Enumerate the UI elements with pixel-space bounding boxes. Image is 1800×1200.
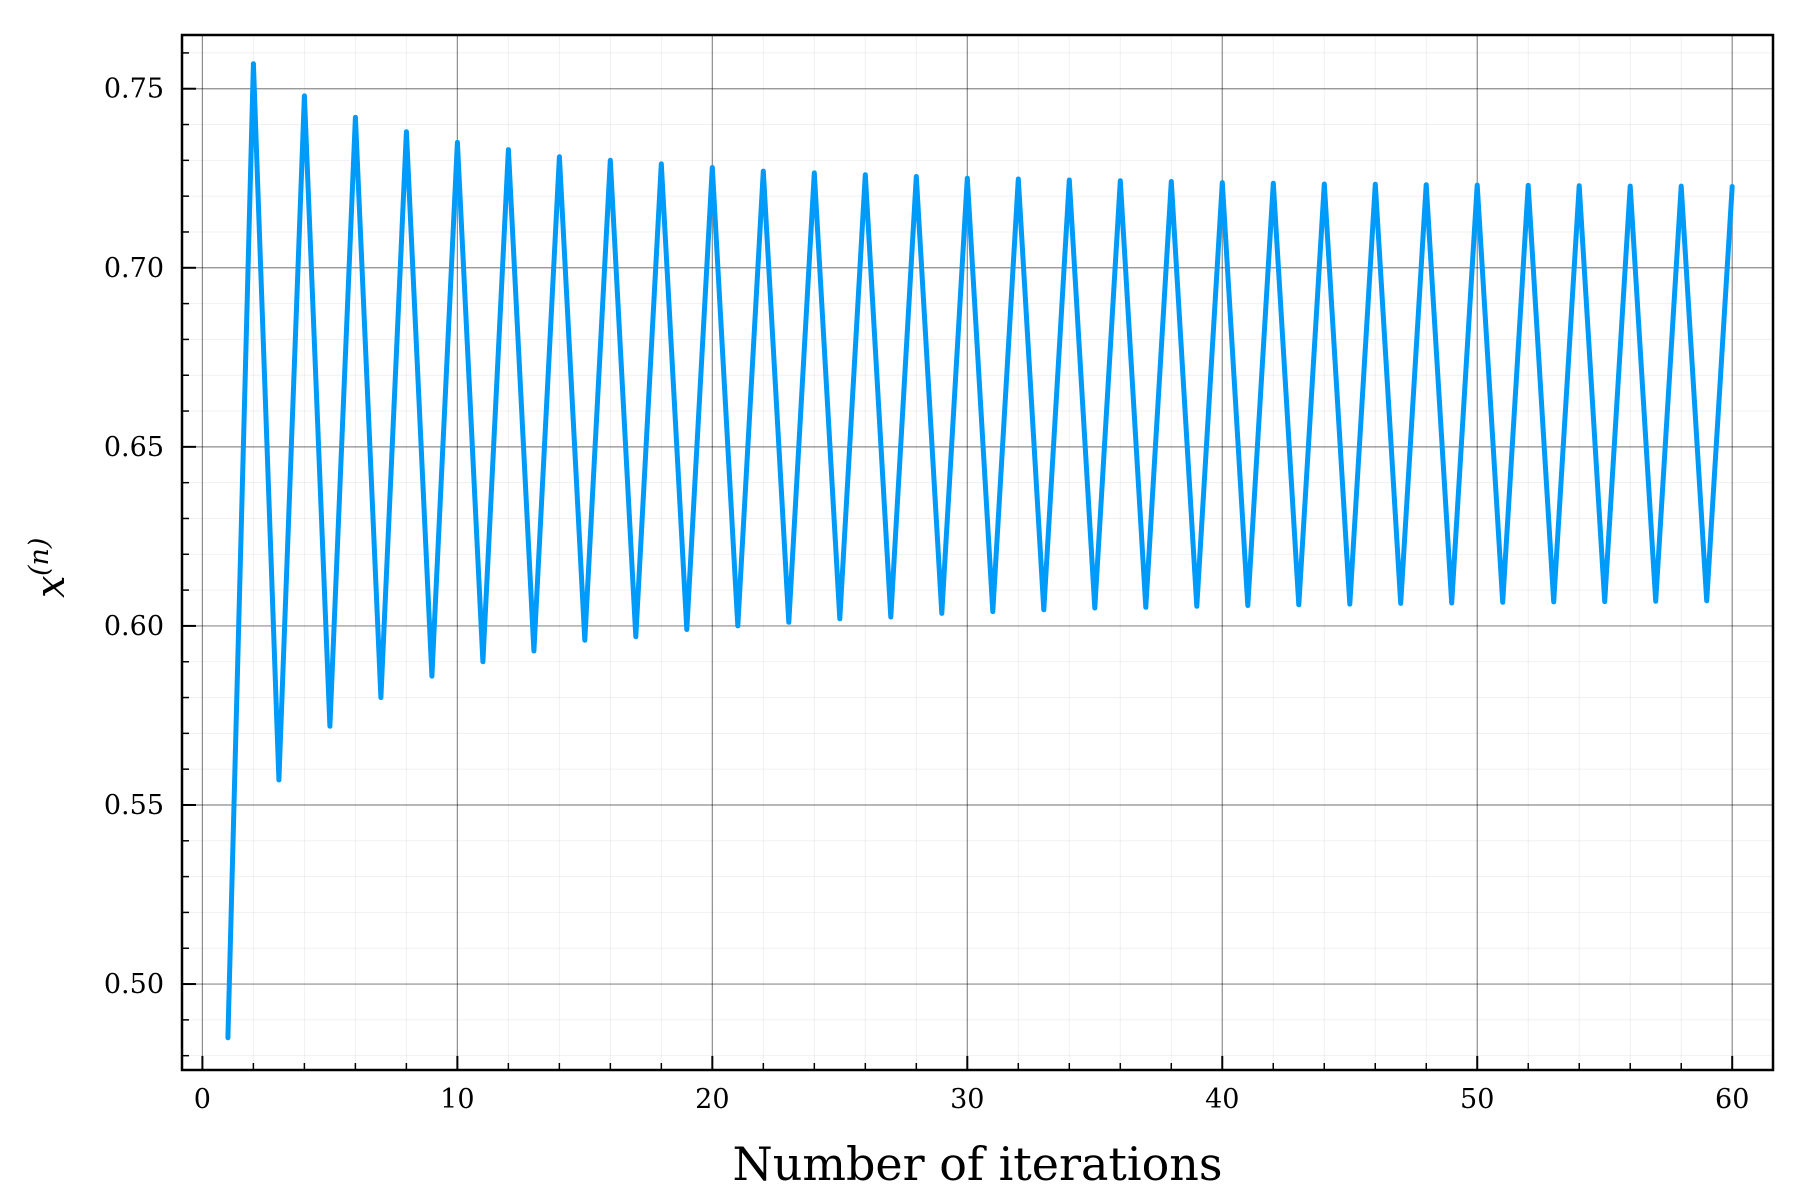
y-tick-label: 0.50 — [104, 969, 164, 1000]
x-tick-label: 10 — [440, 1084, 474, 1115]
x-tick-labels: 0 10 20 30 40 50 60 — [194, 1084, 1750, 1115]
x-tick-label: 40 — [1205, 1084, 1239, 1115]
x-tick-label: 20 — [695, 1084, 729, 1115]
y-tick-label: 0.65 — [104, 432, 164, 463]
plot-frame — [180, 33, 1775, 1072]
y-axis-title-base: x — [28, 575, 74, 598]
x-tick-label: 0 — [194, 1084, 211, 1115]
y-tick-labels: 0.50 0.55 0.60 0.65 0.70 0.75 — [104, 74, 164, 1000]
y-tick-label: 0.55 — [104, 790, 164, 821]
y-tick-label: 0.75 — [104, 74, 164, 105]
y-axis-title: x (n) — [24, 538, 74, 598]
series-layer — [225, 61, 1735, 1041]
x-axis-title: Number of iterations — [732, 1137, 1222, 1191]
y-tick-label: 0.70 — [104, 253, 164, 284]
x-tick-label: 30 — [950, 1084, 984, 1115]
y-axis-title-superscript: (n) — [24, 538, 55, 576]
x-tick-label: 60 — [1715, 1084, 1749, 1115]
series-line — [225, 61, 1735, 1041]
y-tick-label: 0.60 — [104, 611, 164, 642]
x-tick-label: 50 — [1460, 1084, 1494, 1115]
